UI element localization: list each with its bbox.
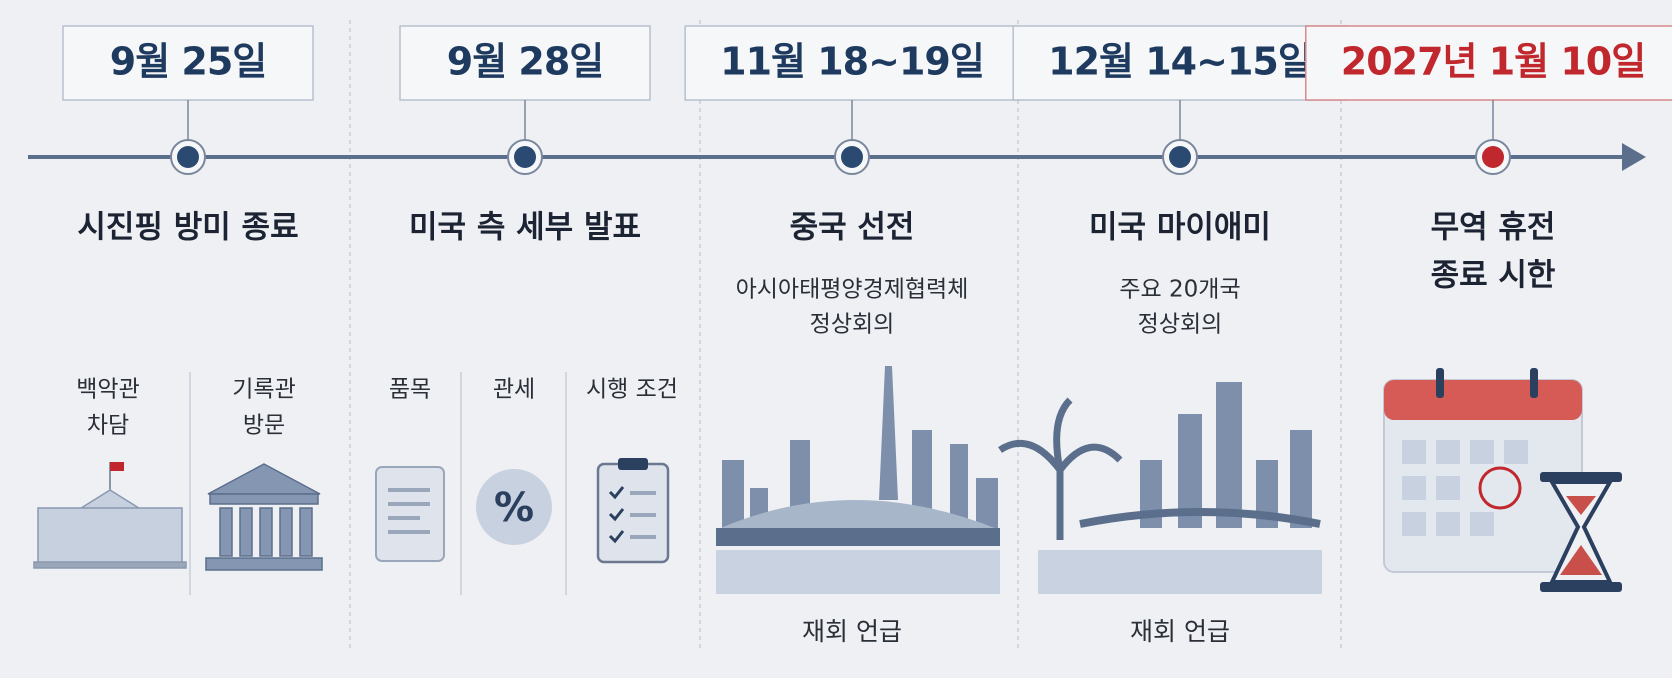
event-marker-dot (841, 146, 863, 168)
archives-icon (205, 463, 323, 571)
date-box (684, 25, 1020, 101)
shenzhen-skyline (716, 366, 1000, 594)
event-subtitle: 아시아태평양경제협력체 (736, 277, 969, 303)
dividers (349, 20, 1342, 650)
event-title: 중국 선전 (790, 210, 915, 246)
event-item: 백악관 (76, 377, 139, 403)
clipboard-icon (596, 458, 670, 564)
event-marker-dot (1169, 146, 1191, 168)
timeline-arrow (1622, 143, 1646, 171)
event-item: 시행 조건 (586, 377, 678, 403)
miami-skyline (998, 382, 1322, 594)
event-date: 9월 25일 (110, 40, 266, 84)
event-note: 재회 언급 (802, 617, 902, 646)
event-marker-dot (177, 146, 199, 168)
event-date: 2027년 1월 10일 (1341, 40, 1645, 84)
event-item: 품목 (389, 377, 431, 403)
event-marker-dot (514, 146, 536, 168)
percent-icon: % (476, 469, 552, 545)
event-marker-dot (1482, 146, 1504, 168)
event-item: 방문 (243, 413, 285, 439)
date-box (399, 25, 651, 101)
document-icon (375, 466, 445, 562)
event-date: 12월 14~15일 (1048, 40, 1312, 84)
date-box (62, 25, 314, 101)
calendar-hourglass-icon (1383, 368, 1622, 592)
event-subtitle: 주요 20개국 (1119, 277, 1240, 303)
event-subtitle: 정상회의 (1138, 312, 1223, 338)
svg-text:%: % (494, 485, 534, 531)
event-title: 시진핑 방미 종료 (77, 210, 298, 246)
event-title: 미국 측 세부 발표 (409, 210, 641, 246)
event-note: 재회 언급 (1130, 617, 1230, 646)
event-date: 11월 18~19일 (720, 40, 984, 84)
event-title: 종료 시한 (1431, 258, 1556, 294)
event-item: 관세 (493, 377, 535, 403)
event-date: 9월 28일 (447, 40, 603, 84)
event-title: 무역 휴전 (1431, 210, 1556, 246)
event-title: 미국 마이애미 (1089, 210, 1271, 246)
date-box (1305, 25, 1672, 101)
event-item: 기록관 (232, 377, 295, 403)
event-item: 차담 (87, 413, 129, 439)
event-subtitle: 정상회의 (810, 312, 895, 338)
white-house-icon (33, 462, 187, 569)
